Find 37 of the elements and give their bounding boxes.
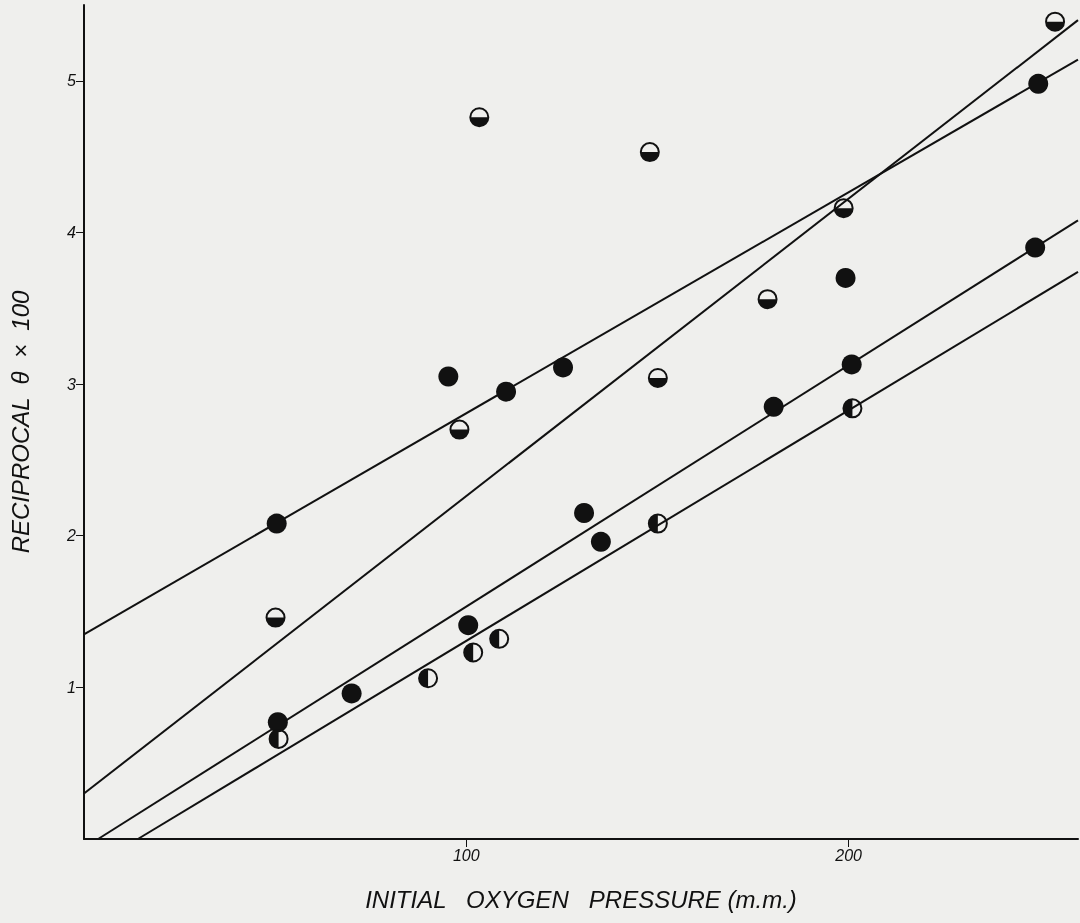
point	[647, 368, 668, 389]
y-tick-label: 2	[66, 527, 77, 545]
y-tick-label: 3	[67, 375, 77, 393]
point	[341, 683, 362, 704]
point	[438, 366, 459, 387]
point	[553, 357, 574, 378]
point	[1025, 237, 1046, 258]
point	[833, 198, 854, 219]
point	[763, 396, 784, 417]
y-tick-label: 1	[67, 678, 76, 696]
x-tick-label: 200	[834, 846, 863, 864]
point	[1028, 73, 1049, 94]
point	[418, 668, 439, 689]
y-tick-label: 4	[67, 223, 77, 241]
point	[469, 107, 490, 128]
point	[449, 419, 470, 440]
point	[463, 642, 484, 663]
point	[1045, 11, 1066, 32]
point	[757, 289, 778, 310]
point	[268, 728, 289, 749]
point	[496, 381, 517, 402]
point	[639, 142, 660, 163]
point	[590, 531, 611, 552]
point	[266, 513, 287, 534]
point	[574, 502, 595, 523]
point	[835, 267, 856, 288]
point	[647, 513, 668, 534]
point	[265, 607, 286, 628]
y-axis-title: RECIPROCAL θ × 100	[6, 290, 34, 554]
point	[842, 398, 863, 419]
point	[489, 628, 510, 649]
point	[267, 712, 288, 733]
point	[841, 354, 862, 375]
point	[458, 615, 479, 636]
y-tick-label: 5	[67, 72, 77, 90]
x-tick-label: 100	[452, 846, 480, 864]
x-axis-title: INITIAL OXYGEN PRESSURE (m.m.)	[365, 885, 797, 913]
